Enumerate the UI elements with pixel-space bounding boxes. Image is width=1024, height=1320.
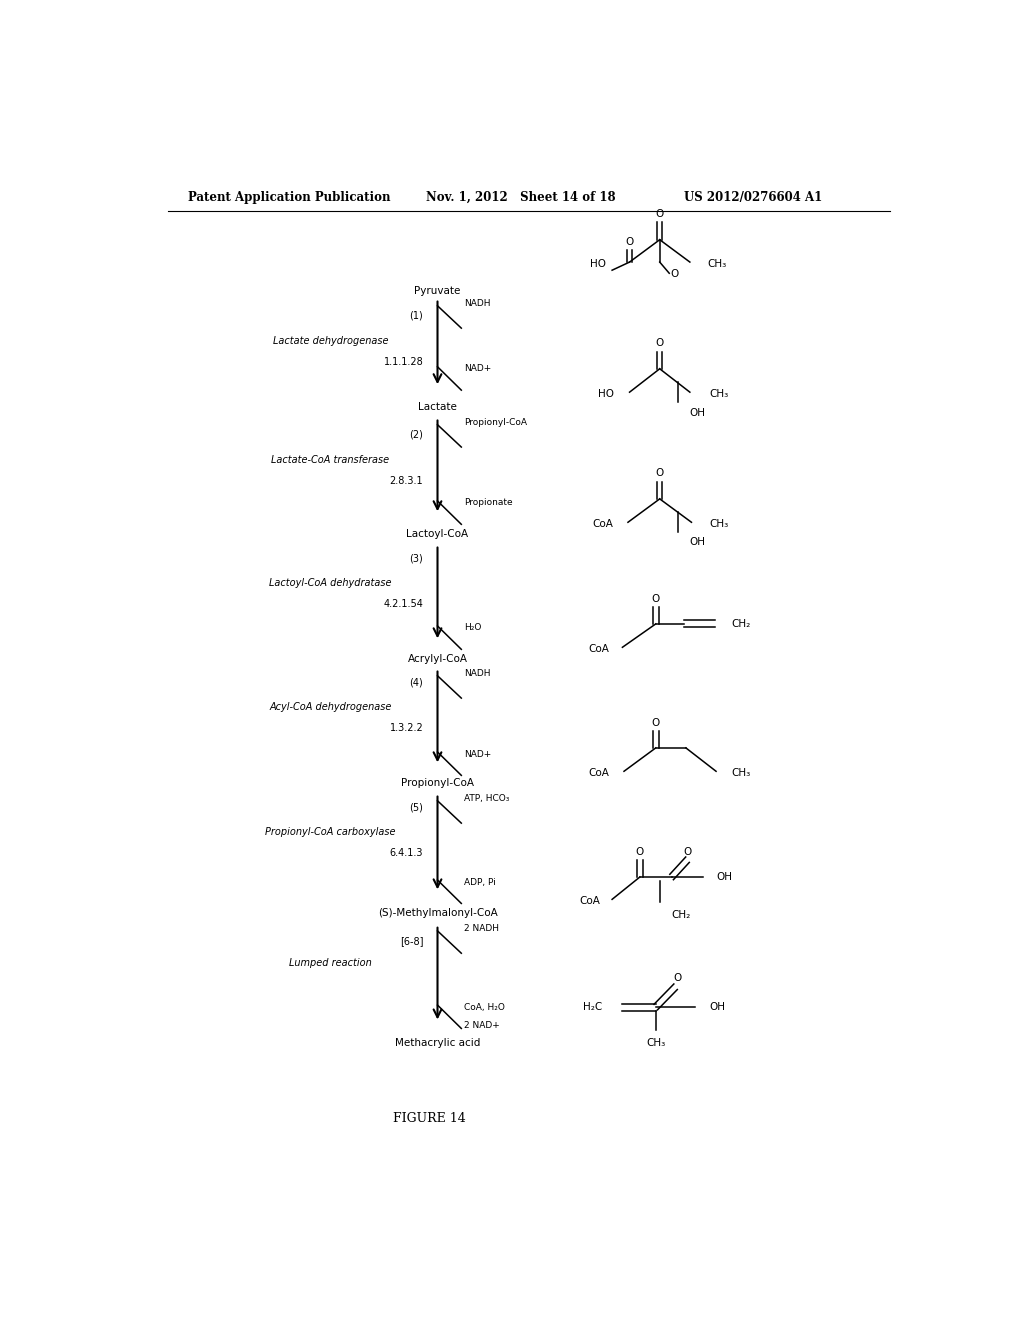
Text: NADH: NADH bbox=[465, 300, 490, 309]
Text: NAD+: NAD+ bbox=[465, 364, 492, 374]
Text: O: O bbox=[674, 973, 682, 982]
Text: OH: OH bbox=[690, 537, 706, 546]
Text: ADP, Pi: ADP, Pi bbox=[465, 878, 497, 887]
Text: O: O bbox=[683, 846, 691, 857]
Text: H₂O: H₂O bbox=[465, 623, 482, 632]
Text: (1): (1) bbox=[410, 312, 423, 321]
Text: CH₃: CH₃ bbox=[709, 519, 728, 529]
Text: FIGURE 14: FIGURE 14 bbox=[393, 1113, 466, 1126]
Text: CH₂: CH₂ bbox=[731, 619, 751, 628]
Text: 2.8.3.1: 2.8.3.1 bbox=[389, 475, 423, 486]
Text: OH: OH bbox=[690, 408, 706, 417]
Text: (3): (3) bbox=[410, 554, 423, 564]
Text: (4): (4) bbox=[410, 678, 423, 688]
Text: Propionyl-CoA carboxylase: Propionyl-CoA carboxylase bbox=[265, 828, 395, 837]
Text: Nov. 1, 2012   Sheet 14 of 18: Nov. 1, 2012 Sheet 14 of 18 bbox=[426, 190, 615, 203]
Text: NADH: NADH bbox=[465, 669, 490, 678]
Text: CH₃: CH₃ bbox=[646, 1038, 666, 1048]
Text: ATP, HCO₃: ATP, HCO₃ bbox=[465, 795, 510, 804]
Text: O: O bbox=[655, 210, 664, 219]
Text: O: O bbox=[651, 594, 659, 603]
Text: CoA: CoA bbox=[589, 768, 609, 779]
Text: CH₂: CH₂ bbox=[672, 909, 691, 920]
Text: Lumped reaction: Lumped reaction bbox=[289, 958, 372, 969]
Text: Pyruvate: Pyruvate bbox=[415, 285, 461, 296]
Text: O: O bbox=[655, 338, 664, 348]
Text: 1.3.2.2: 1.3.2.2 bbox=[389, 722, 423, 733]
Text: Lactate dehydrogenase: Lactate dehydrogenase bbox=[272, 337, 388, 346]
Text: O: O bbox=[636, 846, 644, 857]
Text: 1.1.1.28: 1.1.1.28 bbox=[383, 356, 423, 367]
Text: HO: HO bbox=[598, 389, 613, 399]
Text: CoA: CoA bbox=[580, 896, 600, 907]
Text: Acyl-CoA dehydrogenase: Acyl-CoA dehydrogenase bbox=[269, 702, 391, 713]
Text: CoA: CoA bbox=[593, 519, 613, 529]
Text: Patent Application Publication: Patent Application Publication bbox=[187, 190, 390, 203]
Text: (2): (2) bbox=[410, 430, 423, 440]
Text: O: O bbox=[671, 269, 679, 280]
Text: 4.2.1.54: 4.2.1.54 bbox=[383, 598, 423, 609]
Text: O: O bbox=[651, 718, 659, 727]
Text: [6-8]: [6-8] bbox=[399, 936, 423, 946]
Text: (S)-Methylmalonyl-CoA: (S)-Methylmalonyl-CoA bbox=[378, 908, 498, 917]
Text: 2 NADH: 2 NADH bbox=[465, 924, 500, 933]
Text: O: O bbox=[655, 469, 664, 478]
Text: OH: OH bbox=[710, 1002, 726, 1012]
Text: Lactate-CoA transferase: Lactate-CoA transferase bbox=[271, 455, 389, 465]
Text: Propionate: Propionate bbox=[465, 499, 513, 507]
Text: CoA: CoA bbox=[589, 644, 609, 655]
Text: H₂C: H₂C bbox=[583, 1002, 602, 1012]
Text: CoA, H₂O: CoA, H₂O bbox=[465, 1003, 506, 1011]
Text: CH₃: CH₃ bbox=[731, 768, 751, 779]
Text: 6.4.1.3: 6.4.1.3 bbox=[390, 847, 423, 858]
Text: Propionyl-CoA: Propionyl-CoA bbox=[401, 779, 474, 788]
Text: 2 NAD+: 2 NAD+ bbox=[465, 1020, 501, 1030]
Text: OH: OH bbox=[716, 873, 732, 882]
Text: Lactate: Lactate bbox=[418, 403, 457, 412]
Text: Lactoyl-CoA: Lactoyl-CoA bbox=[407, 529, 469, 540]
Text: O: O bbox=[626, 236, 634, 247]
Text: NAD+: NAD+ bbox=[465, 750, 492, 759]
Text: HO: HO bbox=[590, 259, 606, 269]
Text: Propionyl-CoA: Propionyl-CoA bbox=[465, 418, 527, 428]
Text: CH₃: CH₃ bbox=[709, 389, 728, 399]
Text: CH₃: CH₃ bbox=[708, 259, 727, 269]
Text: Methacrylic acid: Methacrylic acid bbox=[395, 1038, 480, 1048]
Text: US 2012/0276604 A1: US 2012/0276604 A1 bbox=[684, 190, 822, 203]
Text: Lactoyl-CoA dehydratase: Lactoyl-CoA dehydratase bbox=[269, 578, 391, 589]
Text: Acrylyl-CoA: Acrylyl-CoA bbox=[408, 655, 468, 664]
Text: (5): (5) bbox=[410, 803, 423, 813]
